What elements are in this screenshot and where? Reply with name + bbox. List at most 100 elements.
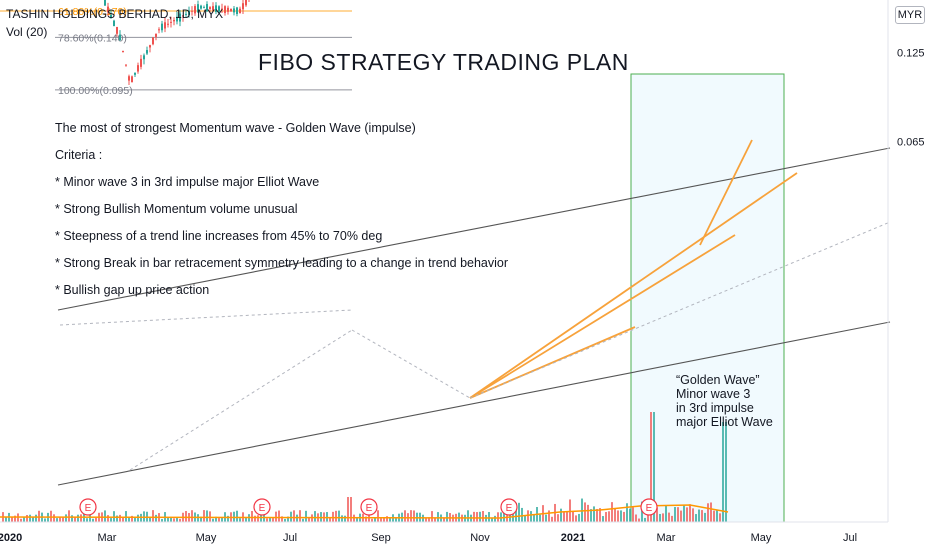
volume-bar	[107, 515, 109, 522]
volume-bar	[530, 511, 532, 522]
trend-line	[469, 172, 798, 399]
volume-bar	[551, 516, 553, 522]
candle-body	[110, 15, 112, 18]
volume-bar	[716, 510, 718, 522]
golden-wave-note-3: in 3rd impulse	[676, 401, 754, 415]
volume-bar	[443, 517, 445, 522]
volume-bar	[680, 510, 682, 522]
volume-bar	[575, 515, 577, 522]
volume-bar	[566, 511, 568, 522]
volume-bar	[128, 517, 130, 522]
event-marker-label: E	[366, 503, 373, 514]
note-line-3: * Minor wave 3 in 3rd impulse major Elli…	[55, 175, 320, 189]
volume-bar	[170, 516, 172, 522]
volume-bar	[287, 516, 289, 522]
volume-indicator-label[interactable]: Vol (20)	[6, 25, 48, 39]
volume-bar	[518, 502, 520, 522]
event-marker-label: E	[85, 503, 92, 514]
volume-bar	[29, 514, 31, 522]
volume-bar	[116, 515, 118, 522]
currency-button[interactable]: MYR	[895, 6, 925, 24]
candle-body	[164, 22, 166, 29]
volume-bar	[68, 510, 70, 522]
volume-bar	[347, 497, 349, 522]
volume-bar	[473, 511, 475, 522]
volume-bar	[707, 503, 709, 522]
volume-bar	[626, 503, 628, 522]
candle-body	[137, 65, 139, 72]
projection-line	[351, 329, 471, 399]
candle-body	[245, 0, 247, 6]
candle-body	[161, 23, 163, 31]
channel-line	[57, 321, 891, 486]
volume-bar	[122, 516, 124, 522]
volume-bar	[131, 515, 133, 522]
candle-body	[122, 50, 124, 52]
golden-wave-note-1: “Golden Wave”	[676, 373, 760, 387]
volume-bar	[482, 511, 484, 522]
volume-bar	[425, 518, 427, 522]
volume-bar	[305, 510, 307, 522]
volume-bar	[677, 507, 679, 522]
volume-bar	[584, 502, 586, 522]
volume-bar	[524, 515, 526, 522]
event-marker-label: E	[506, 503, 513, 514]
volume-bar	[212, 518, 214, 522]
volume-bar	[236, 510, 238, 522]
volume-bar	[593, 506, 595, 522]
volume-bar	[635, 514, 637, 522]
volume-bar	[119, 514, 121, 522]
event-marker-icon	[640, 498, 658, 516]
volume-bar	[80, 514, 82, 522]
candle-body	[134, 72, 136, 75]
candle-body	[242, 3, 244, 10]
trend-line	[699, 139, 753, 246]
time-axis-label: 2020	[0, 532, 22, 544]
candle-body	[119, 34, 121, 41]
volume-bar	[239, 518, 241, 522]
volume-bar	[620, 510, 622, 522]
volume-bar	[206, 510, 208, 522]
volume-bar	[497, 512, 499, 522]
candle-body	[152, 37, 154, 45]
trend-line	[469, 326, 636, 399]
price-axis-tick: 0.065	[897, 136, 925, 148]
projection-line	[469, 221, 891, 399]
candle-body	[125, 64, 127, 66]
volume-bar	[161, 518, 163, 522]
volume-bar	[293, 510, 295, 522]
volume-bar	[467, 510, 469, 522]
candle-body	[191, 10, 193, 12]
volume-bar	[701, 510, 703, 522]
candle-body	[146, 50, 148, 54]
volume-bar	[152, 510, 154, 522]
candle-body	[185, 13, 187, 15]
volume-bar	[689, 504, 691, 522]
golden-wave-note-4: major Elliot Wave	[676, 415, 773, 429]
volume-bar	[428, 517, 430, 522]
golden-wave-box	[630, 73, 785, 523]
volume-bar	[611, 502, 613, 522]
volume-bar	[167, 517, 169, 522]
candle-body	[170, 21, 172, 23]
volume-bar	[380, 518, 382, 522]
volume-bar	[668, 512, 670, 522]
volume-bar	[74, 516, 76, 522]
note-line-4: * Strong Bullish Momentum volume unusual	[55, 202, 298, 216]
volume-bar	[20, 518, 22, 522]
volume-bar	[446, 511, 448, 522]
volume-bar	[200, 516, 202, 522]
volume-bar	[629, 508, 631, 522]
volume-bar	[623, 511, 625, 522]
time-axis-label: 2021	[561, 532, 585, 544]
candle-body	[182, 15, 184, 17]
volume-bar	[62, 517, 64, 522]
candle-body	[227, 7, 229, 12]
price-axis-tick: 0.125	[897, 48, 925, 60]
volume-bar	[569, 499, 571, 522]
volume-bar	[533, 514, 535, 522]
trend-line	[469, 234, 736, 399]
candle-body	[203, 7, 205, 9]
volume-bar	[410, 510, 412, 522]
